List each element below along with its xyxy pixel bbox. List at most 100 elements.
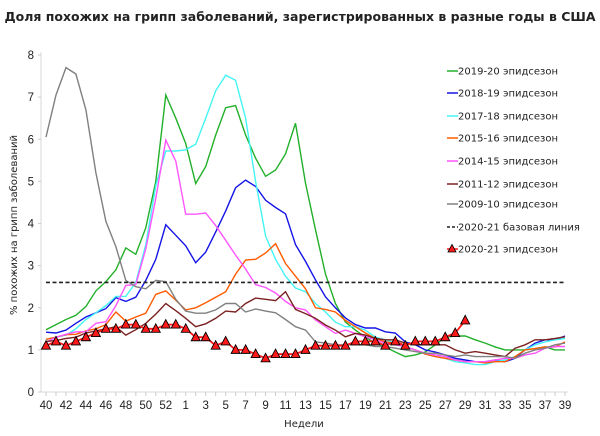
x-tick-label: 1	[183, 400, 189, 412]
x-tick-label: 5	[222, 400, 228, 412]
data-point-triangle	[300, 343, 311, 354]
legend-label: 2018-19 эпидсезон	[458, 89, 558, 100]
data-point-triangle	[350, 335, 361, 346]
data-point-triangle	[110, 322, 122, 333]
data-point-triangle	[280, 348, 291, 359]
data-point-triangle	[100, 322, 112, 333]
y-tick-label: 1	[28, 345, 34, 357]
x-tick-label: 33	[499, 400, 512, 412]
data-point-triangle	[240, 343, 251, 354]
data-point-triangle	[80, 331, 92, 342]
data-point-triangle	[260, 352, 271, 363]
data-point-triangle	[250, 348, 261, 359]
x-tick-label: 37	[539, 400, 552, 412]
legend-item: 2011-12 эпидсезон	[447, 180, 558, 191]
x-tick-label: 46	[99, 400, 112, 412]
x-tick-label: 15	[319, 400, 332, 412]
legend-label: 2020-21 эпидсезон	[458, 245, 558, 256]
y-tick-label: 7	[28, 92, 34, 104]
data-point-triangle	[330, 339, 341, 350]
legend-label: 2015-16 эпидсезон	[458, 134, 558, 145]
legend-label: 2019-20 эпидсезон	[458, 67, 558, 78]
chart-title: Доля похожих на грипп заболеваний, зарег…	[4, 9, 596, 24]
x-tick-label: 3	[202, 400, 208, 412]
data-point-triangle	[230, 343, 241, 354]
series-2011-12-эпидсезон-line	[45, 290, 566, 358]
data-point-triangle	[50, 335, 62, 346]
data-point-triangle	[150, 322, 162, 333]
x-tick-label: 23	[399, 400, 412, 412]
data-point-triangle	[360, 335, 371, 346]
data-point-triangle	[120, 318, 132, 329]
data-point-triangle	[210, 339, 221, 350]
data-point-triangle	[400, 339, 411, 350]
data-point-triangle	[70, 335, 82, 346]
x-axis-label: Недели	[284, 419, 324, 430]
data-point-triangle	[420, 335, 431, 346]
x-tick-label: 48	[119, 400, 132, 412]
legend-item: 2019-20 эпидсезон	[447, 67, 558, 78]
legend-item: 2020-21 базовая линия	[447, 223, 580, 234]
x-tick-label: 11	[280, 400, 292, 412]
series-2009-10-эпидсезон-line	[45, 66, 566, 360]
y-tick-label: 0	[28, 387, 34, 399]
legend-label: 2009-10 эпидсезон	[458, 200, 558, 211]
legend-item: 2017-18 эпидсезон	[447, 112, 558, 123]
data-point-triangle	[320, 339, 331, 350]
data-point-triangle	[90, 327, 102, 337]
x-tick-label: 7	[242, 400, 248, 412]
x-tick-label: 19	[359, 400, 372, 412]
data-point-triangle	[449, 327, 461, 337]
data-point-triangle	[220, 335, 231, 346]
x-tick-label: 17	[339, 400, 352, 412]
x-tick-label: 27	[439, 400, 452, 412]
legend: 2019-20 эпидсезон 2018-19 эпидсезон 2017-1…	[447, 67, 580, 256]
legend-triangle-icon	[447, 243, 457, 253]
x-tick-label: 29	[459, 400, 472, 412]
data-point-triangle	[140, 322, 152, 333]
x-tick-label: 25	[419, 400, 432, 412]
series-group	[40, 66, 566, 366]
y-tick-label: 4	[28, 219, 35, 231]
y-tick-label: 8	[28, 50, 34, 62]
legend-label: 2020-21 базовая линия	[458, 223, 580, 234]
y-tick-label: 2	[28, 303, 34, 315]
data-point-triangle	[439, 331, 451, 342]
x-tick-label: 40	[40, 400, 53, 412]
x-tick-label: 35	[519, 400, 532, 412]
series-2017-18-эпидсезон-line	[45, 74, 566, 366]
y-tick-label: 5	[28, 176, 34, 188]
data-point-triangle	[160, 318, 172, 329]
data-point-triangle	[310, 339, 321, 350]
x-tick-label: 13	[299, 400, 312, 412]
data-point-triangle	[430, 335, 441, 346]
y-tick-label: 3	[28, 261, 34, 273]
legend-item: 2009-10 эпидсезон	[447, 200, 558, 211]
data-point-triangle	[270, 348, 281, 359]
data-point-triangle	[40, 339, 52, 350]
data-point-triangle	[290, 348, 301, 359]
legend-item: 2020-21 эпидсезон	[447, 243, 558, 256]
data-point-triangle	[340, 339, 351, 350]
data-point-triangle	[130, 318, 142, 329]
data-point-triangle	[60, 339, 72, 350]
legend-label: 2011-12 эпидсезон	[458, 180, 558, 191]
x-tick-label: 9	[262, 400, 268, 412]
x-tick-label: 21	[379, 400, 392, 412]
series-2019-20-эпидсезон-line	[45, 92, 565, 358]
x-tick-label: 44	[80, 400, 93, 412]
data-point-triangle	[380, 339, 391, 350]
x-tick-label: 50	[139, 400, 152, 412]
y-axis-label: % похожих на грипп заболеваний	[9, 135, 20, 315]
x-tick-label: 52	[159, 400, 172, 412]
data-point-triangle	[190, 331, 201, 342]
legend-item: 2018-19 эпидсезон	[447, 89, 558, 100]
legend-label: 2017-18 эпидсезон	[458, 112, 558, 123]
data-point-triangle	[200, 331, 211, 342]
legend-label: 2014-15 эпидсезон	[458, 157, 558, 168]
y-tick-label: 6	[28, 134, 34, 146]
x-tick-label: 39	[559, 400, 572, 412]
data-point-triangle	[459, 314, 471, 325]
